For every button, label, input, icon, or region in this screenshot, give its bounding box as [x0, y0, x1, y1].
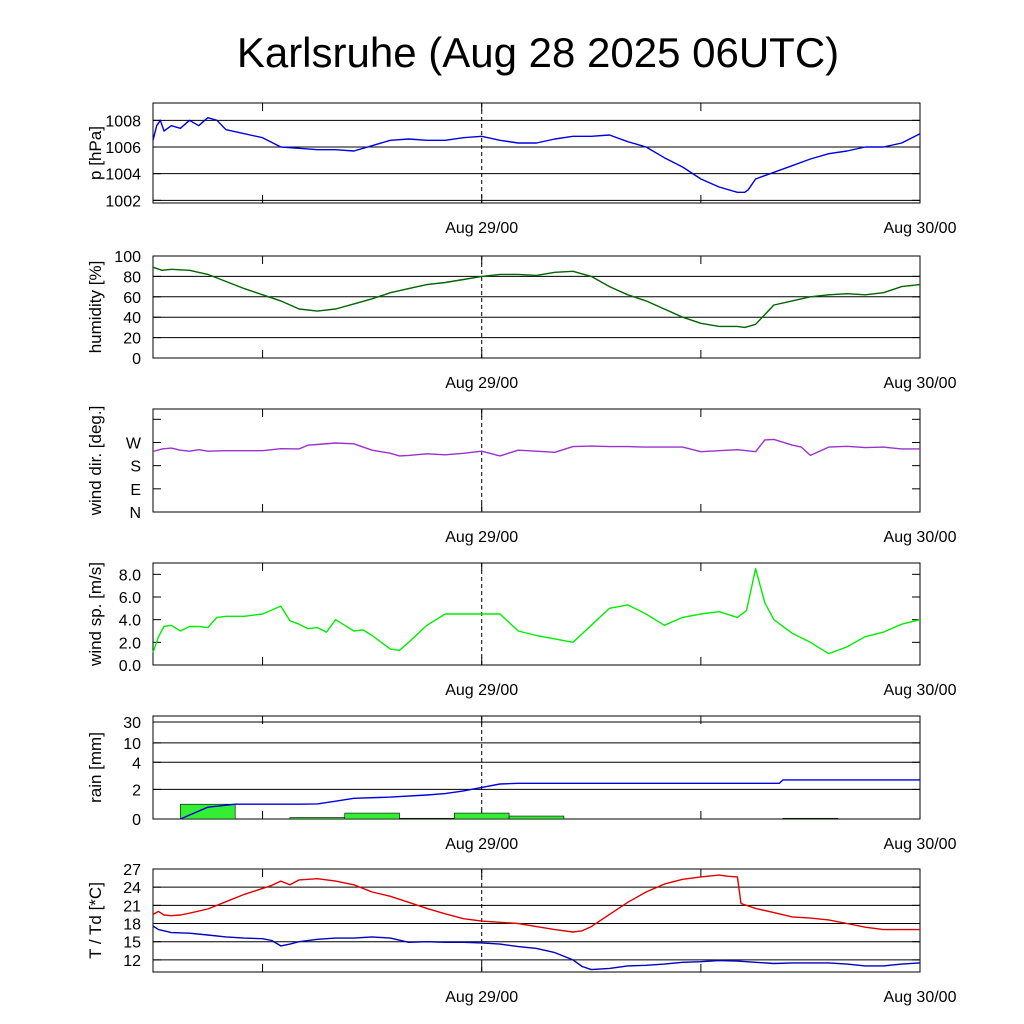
wind_speed-ytick-label: 6.0 [119, 590, 141, 607]
wind_direction-ytick-label: E [130, 482, 141, 499]
wind_direction-frame [152, 408, 921, 513]
temperature-ytick-label: 12 [123, 953, 141, 970]
wind_direction-ytick-label: W [126, 435, 142, 452]
wind_speed-xtick-label: Aug 30/00 [884, 682, 957, 699]
rain-ytick-label: 10 [123, 736, 141, 753]
rain-bar [180, 803, 236, 820]
humidity-xtick-label: Aug 30/00 [884, 375, 957, 392]
temperature-series-Td [152, 925, 921, 971]
pressure-axis-label: p [hPa] [86, 126, 105, 180]
humidity-ytick-label: 100 [114, 249, 141, 266]
wind_direction-axis-label: wind dir. [deg.] [86, 406, 105, 517]
pressure-frame [152, 102, 921, 204]
rain-bar [782, 817, 839, 820]
rain-ytick-label: 0 [132, 812, 141, 829]
pressure-series-p [152, 117, 921, 193]
rain-bar [508, 815, 565, 820]
temperature-ytick-label: 21 [123, 898, 141, 915]
rain-ytick-label: 2 [132, 782, 141, 799]
temperature-ytick-label: 24 [123, 880, 141, 897]
wind_speed-axis-label: wind sp. [m/s] [86, 562, 105, 667]
rain-xtick-label: Aug 30/00 [884, 836, 957, 853]
humidity-panel: 0 20 40 60 80 100 Aug 29/00 Aug 30/00 humidity [… [86, 249, 957, 392]
pressure-ytick-label: 1008 [105, 113, 141, 130]
humidity-series-humidity [152, 266, 921, 329]
humidity-ytick-label: 20 [123, 331, 141, 348]
wind_direction-xtick-label: Aug 30/00 [884, 529, 957, 546]
temperature-series-T [152, 874, 920, 933]
temperature-xtick-label: Aug 29/00 [445, 989, 518, 1006]
rain-bar [399, 817, 455, 820]
temperature-frame [152, 868, 921, 973]
chart-title: Karlsruhe (Aug 28 2025 06UTC) [237, 29, 839, 76]
rain-ytick-label: 4 [132, 755, 141, 772]
humidity-axis-label: humidity [%] [86, 261, 105, 354]
temperature-ytick-label: 27 [123, 862, 141, 879]
wind_speed-panel: 0.0 2.0 4.0 6.0 8.0 Aug 29/00 Aug 30/00 wind sp… [86, 562, 957, 699]
rain-bar [344, 812, 400, 820]
pressure-panel: 1002 1004 1006 1008 Aug 29/00 Aug 30/00 p [hPa… [86, 102, 957, 237]
humidity-ytick-label: 40 [123, 310, 141, 327]
humidity-ytick-label: 60 [123, 290, 141, 307]
wind_speed-ytick-label: 0.0 [119, 658, 141, 675]
humidity-ytick-label: 0 [132, 351, 141, 368]
wind_speed-xtick-label: Aug 29/00 [445, 682, 518, 699]
humidity-frame [152, 255, 921, 359]
temperature-ytick-label: 18 [123, 917, 141, 934]
pressure-ytick-label: 1006 [105, 140, 141, 157]
humidity-xtick-label: Aug 29/00 [445, 375, 518, 392]
wind_speed-ytick-label: 2.0 [119, 635, 141, 652]
pressure-ytick-label: 1004 [105, 167, 141, 184]
rain-axis-label: rain [mm] [86, 732, 105, 803]
rain-bar [289, 817, 346, 820]
rain-series-accumulated rain [180, 779, 920, 820]
rain-bar [454, 812, 510, 820]
pressure-ytick-label: 1002 [105, 193, 141, 210]
wind_speed-series-speed [152, 568, 921, 655]
temperature-ytick-label: 15 [123, 935, 141, 952]
wind_direction-ytick-label: N [129, 505, 141, 522]
wind_direction-xtick-label: Aug 29/00 [445, 529, 518, 546]
wind_direction-ytick-label: S [130, 459, 141, 476]
wind_speed-frame [152, 562, 921, 666]
humidity-ytick-label: 80 [123, 269, 141, 286]
rain-xtick-label: Aug 29/00 [445, 836, 518, 853]
rain-panel: 0 2 4 10 30 Aug 29/00 Aug 30/00 rain [mm] [86, 715, 957, 853]
wind_speed-ytick-label: 4.0 [119, 613, 141, 630]
pressure-xtick-label: Aug 30/00 [884, 220, 957, 237]
pressure-xtick-label: Aug 29/00 [445, 220, 518, 237]
rain-ytick-label: 30 [123, 715, 141, 732]
wind_speed-ytick-label: 8.0 [119, 567, 141, 584]
wind_direction-series-direction [152, 438, 920, 457]
temperature-xtick-label: Aug 30/00 [884, 989, 957, 1006]
temperature-axis-label: T / Td [*C] [86, 882, 105, 959]
